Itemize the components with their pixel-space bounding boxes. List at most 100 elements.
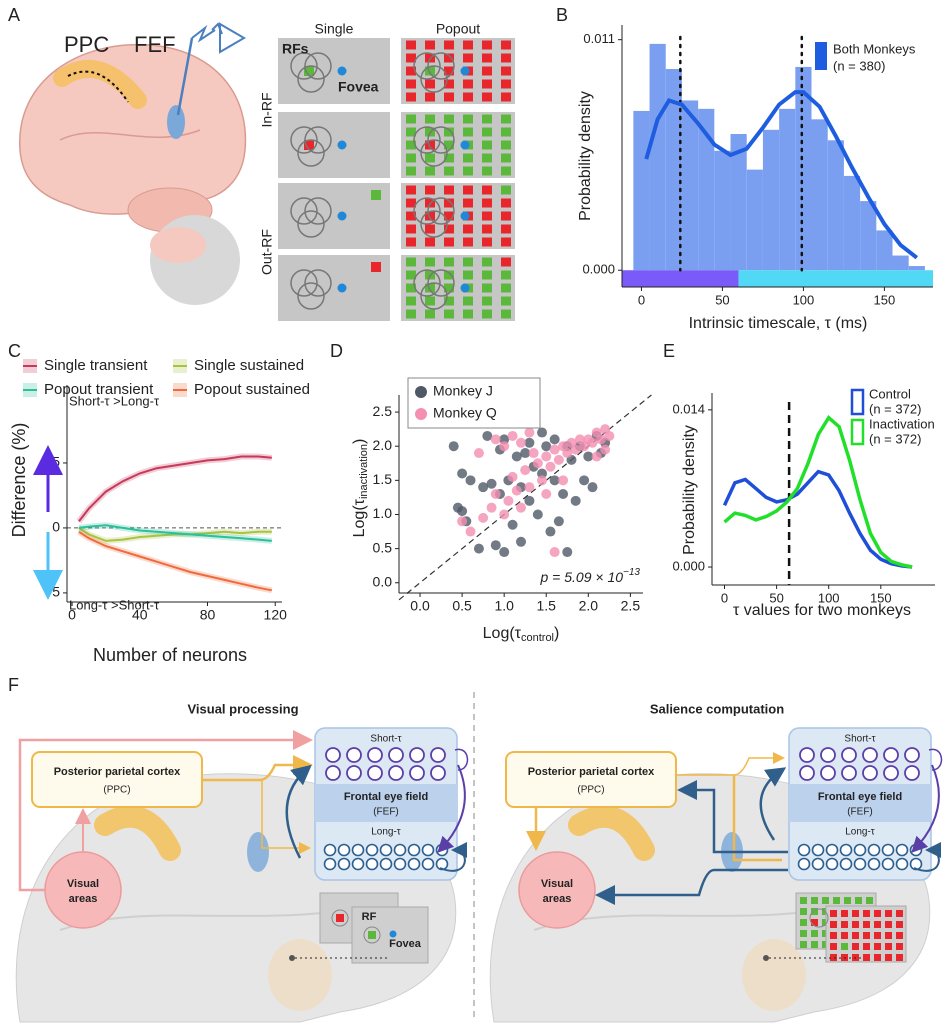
scatter-point xyxy=(553,516,564,527)
stim-square xyxy=(304,140,314,150)
x-axis-label-part: control xyxy=(521,632,554,644)
hist-bar xyxy=(876,230,893,271)
stim-square xyxy=(463,127,473,137)
row-header: In-RF xyxy=(259,93,275,128)
fovea-dot xyxy=(337,283,347,293)
stim-square xyxy=(406,185,416,195)
rf-circle xyxy=(413,126,441,154)
neuron xyxy=(388,765,404,781)
stim-square xyxy=(425,224,435,234)
stim-square xyxy=(501,79,511,89)
stim-square xyxy=(852,932,859,939)
hist-bar xyxy=(714,150,731,271)
legend-swatch xyxy=(815,42,827,70)
stim-square xyxy=(444,92,454,102)
neuron xyxy=(799,747,815,763)
stim-square xyxy=(841,910,848,917)
legend-label: Popout transient xyxy=(44,381,154,398)
scatter-point xyxy=(570,495,581,506)
rf-circle xyxy=(413,269,441,297)
panel-label: E xyxy=(663,341,675,361)
stim-square xyxy=(501,296,511,306)
fovea-dot xyxy=(389,930,397,938)
area-name: Visual xyxy=(541,878,573,890)
neuron xyxy=(346,765,362,781)
stim-square xyxy=(406,270,416,280)
series-line xyxy=(78,527,272,542)
arrow xyxy=(202,755,313,782)
rf-circle xyxy=(297,282,325,310)
arrow xyxy=(676,752,785,776)
fovea-dot xyxy=(460,283,470,293)
stim-square xyxy=(444,66,454,76)
stim-square xyxy=(482,257,492,267)
scatter-point xyxy=(537,475,548,486)
stim-square xyxy=(501,53,511,63)
sulcus xyxy=(59,129,201,141)
series-line xyxy=(78,524,272,542)
stim-square xyxy=(800,919,807,926)
stim-square xyxy=(811,897,818,904)
rf-circle xyxy=(427,126,455,154)
fovea-dot xyxy=(337,66,347,76)
stim-square xyxy=(501,66,511,76)
stim-square xyxy=(482,114,492,124)
scatter-point xyxy=(520,465,531,476)
stim-box xyxy=(278,38,390,104)
x-tick-label: 2.0 xyxy=(579,598,599,614)
ppc-area xyxy=(568,805,655,861)
brain xyxy=(19,43,247,215)
scatter-point xyxy=(549,475,560,486)
neuron xyxy=(853,843,867,857)
scatter-point xyxy=(541,441,552,452)
x-tick-label: 0.0 xyxy=(410,598,430,614)
stim-square xyxy=(501,40,511,50)
stim-square xyxy=(336,914,344,922)
neuron xyxy=(379,857,393,871)
brain-label: PPC xyxy=(64,32,109,57)
stim-square xyxy=(811,930,818,937)
stim-square xyxy=(406,40,416,50)
scatter-point xyxy=(545,461,556,472)
stim-square xyxy=(463,185,473,195)
stim-square xyxy=(463,224,473,234)
stim-arrow xyxy=(219,22,246,54)
p-value-part: p = 5.09 × 10 xyxy=(540,569,624,585)
stim-box xyxy=(278,112,390,178)
scatter-point xyxy=(553,454,564,465)
series-line xyxy=(78,455,272,523)
neuron xyxy=(393,857,407,871)
loop xyxy=(913,842,942,872)
x-tick-label: 0 xyxy=(68,607,76,623)
hist-bar xyxy=(649,43,666,271)
scatter-point xyxy=(516,536,526,547)
scatter-point xyxy=(516,437,526,448)
rf-circle xyxy=(363,926,381,944)
legend-label: Both Monkeys xyxy=(833,41,916,56)
loop xyxy=(928,748,943,771)
rf-circle xyxy=(427,52,455,80)
y-axis-label-part: ) xyxy=(351,439,368,444)
scatter-point xyxy=(524,495,535,506)
area-name: areas xyxy=(69,893,98,905)
stim-square xyxy=(444,79,454,89)
stim-square xyxy=(501,114,511,124)
stim-square xyxy=(874,932,881,939)
y-tick-label: 2.5 xyxy=(373,403,393,419)
stim-square xyxy=(425,79,435,89)
y-tick-label: 0.5 xyxy=(373,539,393,555)
network-diagram: Salience computation Short-τ Frontal eye f… xyxy=(489,701,943,1023)
stim-square xyxy=(406,198,416,208)
row-header: Out-RF xyxy=(259,229,275,275)
layer-label: Long-τ xyxy=(371,827,401,838)
legend-swatch xyxy=(850,418,865,446)
neuron xyxy=(337,857,351,871)
neuron xyxy=(825,843,839,857)
stim-square xyxy=(811,908,818,915)
stim-square xyxy=(406,53,416,63)
rf-circle xyxy=(290,197,318,225)
scatter-point xyxy=(490,540,501,551)
stim-box xyxy=(401,183,515,249)
y-tick-label: 1.0 xyxy=(373,505,393,521)
stim-square xyxy=(482,53,492,63)
